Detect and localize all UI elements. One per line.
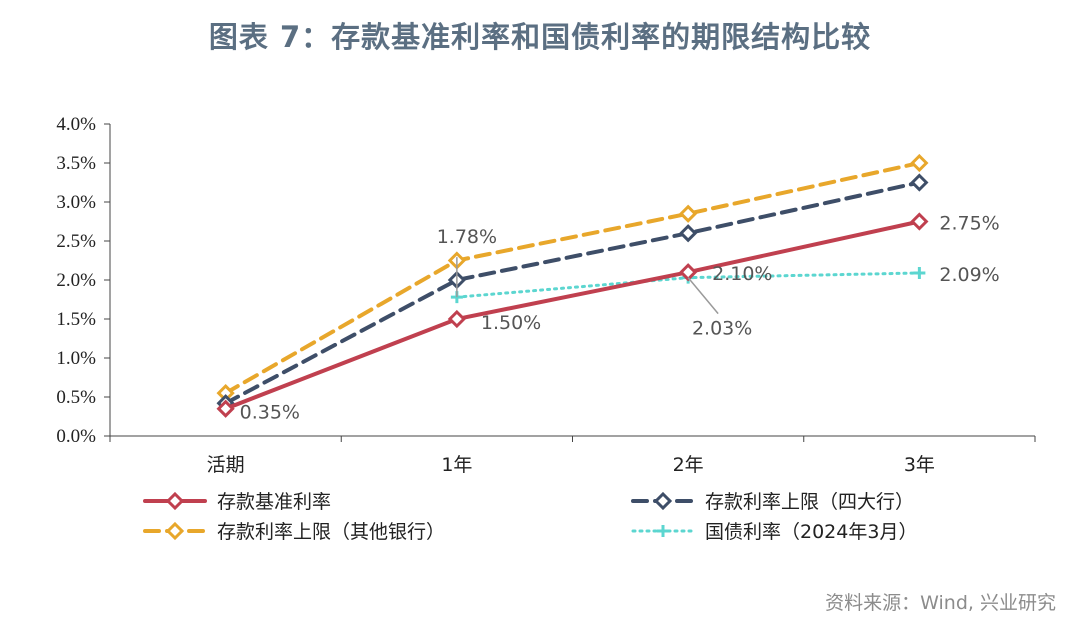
data-label: 1.78% [437, 226, 497, 248]
data-point [679, 204, 698, 223]
chart-axes: 0.0% 0.5% 1.0% 1.5% 2.0% 2.5% 3.0% 3.5% 4.0% 活期 1年… [56, 114, 1036, 476]
y-tick-label: 2.5% [56, 231, 96, 252]
series-line-0 [223, 219, 922, 411]
y-tick-label: 0.5% [56, 387, 96, 408]
legend-label: 国债利率（2024年3月） [705, 521, 917, 543]
annotation-layer: 0.35% 1.50% 2.10% 2.75% 1.78% 2.03% 2.09% [240, 213, 1000, 424]
data-label: 1.50% [481, 312, 541, 334]
legend: 存款基准利率 存款利率上限（四大行） 存款利率上限（其他银行） 国债利率（2024年3… [143, 491, 917, 543]
legend-marker [165, 521, 185, 541]
x-tick-label: 2年 [673, 454, 704, 476]
legend-label: 存款基准利率 [217, 491, 331, 513]
legend-marker [657, 525, 669, 537]
data-point [679, 224, 698, 243]
series-line-1 [223, 180, 922, 406]
x-tick-label: 3年 [904, 454, 935, 476]
x-tick-label: 活期 [207, 454, 245, 476]
data-point [910, 153, 929, 173]
data-point [910, 212, 929, 231]
data-point [913, 266, 926, 279]
annotation-leader [687, 277, 719, 315]
legend-label: 存款利率上限（其他银行） [217, 521, 445, 543]
legend-marker [653, 491, 673, 511]
data-label: 2.09% [939, 264, 999, 286]
legend-label: 存款利率上限（四大行） [705, 491, 914, 513]
x-tick-label: 1年 [441, 454, 472, 476]
data-point [216, 399, 235, 418]
series-layer [216, 153, 929, 418]
data-label: 2.10% [712, 263, 772, 285]
y-tick-label: 0.0% [56, 426, 96, 447]
y-tick-label: 2.0% [56, 270, 96, 291]
y-tick-label: 3.0% [56, 192, 96, 213]
data-label: 2.03% [692, 318, 752, 340]
series-line-2 [223, 161, 922, 396]
chart-title: 图表 7：存款基准利率和国债利率的期限结构比较 [208, 20, 872, 54]
y-tick-label: 1.0% [56, 348, 96, 369]
y-tick-label: 4.0% [56, 114, 96, 135]
data-point [679, 263, 698, 282]
y-tick-label: 3.5% [56, 153, 96, 174]
legend-marker [165, 491, 185, 511]
y-tick-label: 1.5% [56, 309, 96, 330]
source-note: 资料来源：Wind, 兴业研究 [825, 592, 1056, 614]
data-point [910, 173, 929, 192]
data-label: 0.35% [240, 402, 300, 424]
data-point [447, 309, 466, 329]
data-label: 2.75% [939, 213, 999, 235]
